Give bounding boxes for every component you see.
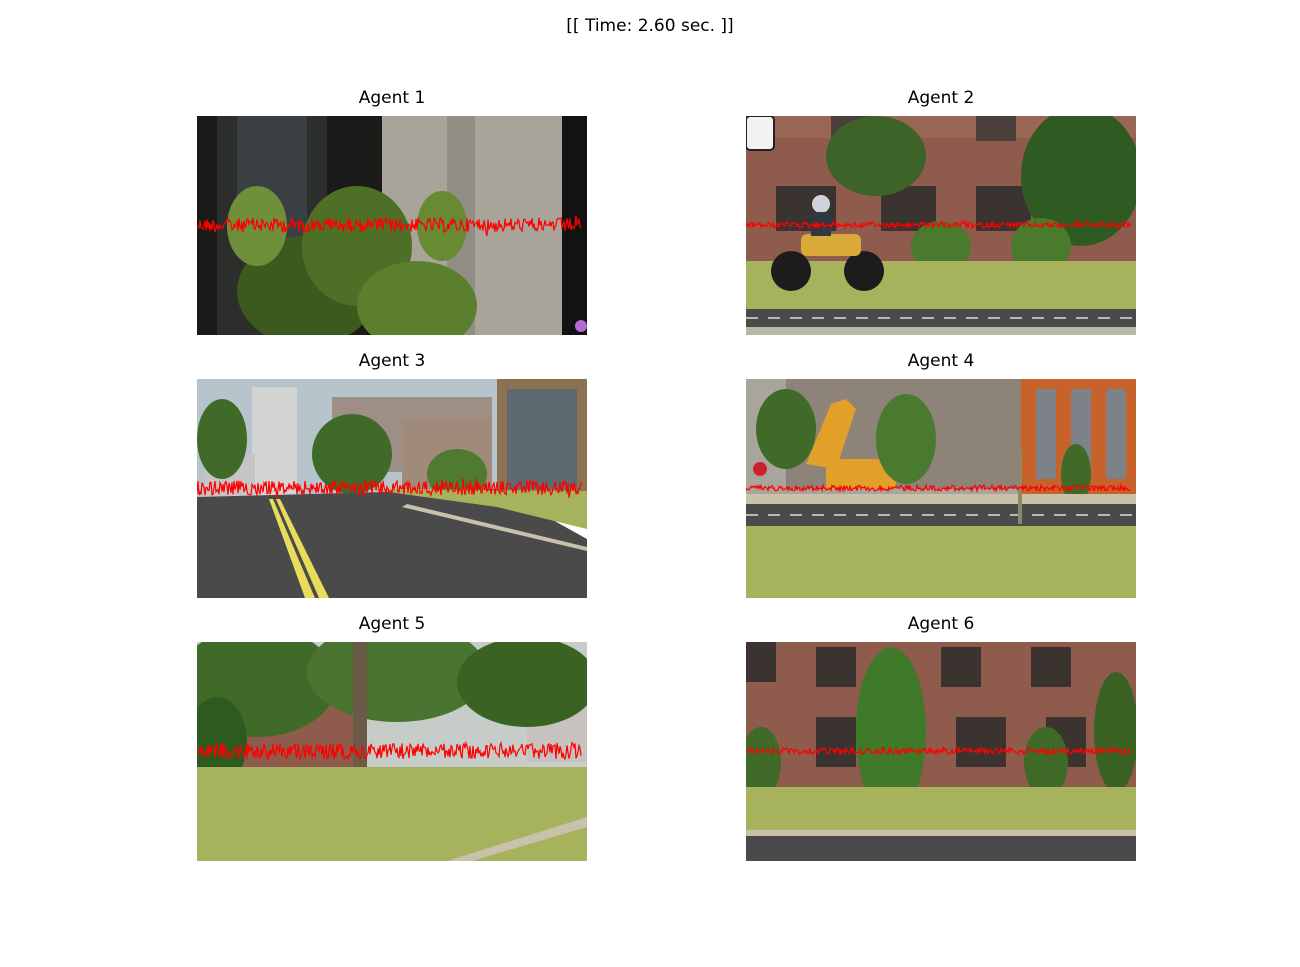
- signal-trace-agent-2: [746, 218, 1131, 230]
- panel-title-agent-4: Agent 4: [907, 351, 975, 371]
- panel-title-agent-6: Agent 6: [907, 614, 975, 634]
- camera-view-agent-1: [197, 116, 587, 335]
- scene-agent-1: [197, 116, 587, 335]
- camera-view-agent-3: [197, 379, 587, 598]
- scene-agent-4: [746, 379, 1136, 598]
- scene-agent-6: [746, 642, 1136, 861]
- camera-view-agent-4: [746, 379, 1136, 598]
- camera-view-agent-6: [746, 642, 1136, 861]
- camera-view-agent-5: [197, 642, 587, 861]
- signal-trace-agent-1: [197, 215, 582, 237]
- camera-view-agent-2: [746, 116, 1136, 335]
- scene-agent-2: [746, 116, 1136, 335]
- figure-suptitle: [[ Time: 2.60 sec. ]]: [566, 16, 734, 36]
- panel-title-agent-3: Agent 3: [358, 351, 426, 371]
- signal-trace-agent-3: [197, 478, 582, 499]
- signal-trace-agent-6: [746, 745, 1131, 757]
- signal-trace-agent-5: [197, 740, 582, 761]
- signal-trace-agent-4: [746, 483, 1131, 494]
- scene-agent-5: [197, 642, 587, 861]
- panel-title-agent-5: Agent 5: [358, 614, 426, 634]
- panel-title-agent-2: Agent 2: [907, 88, 975, 108]
- panel-title-agent-1: Agent 1: [358, 88, 426, 108]
- scene-agent-3: [197, 379, 587, 598]
